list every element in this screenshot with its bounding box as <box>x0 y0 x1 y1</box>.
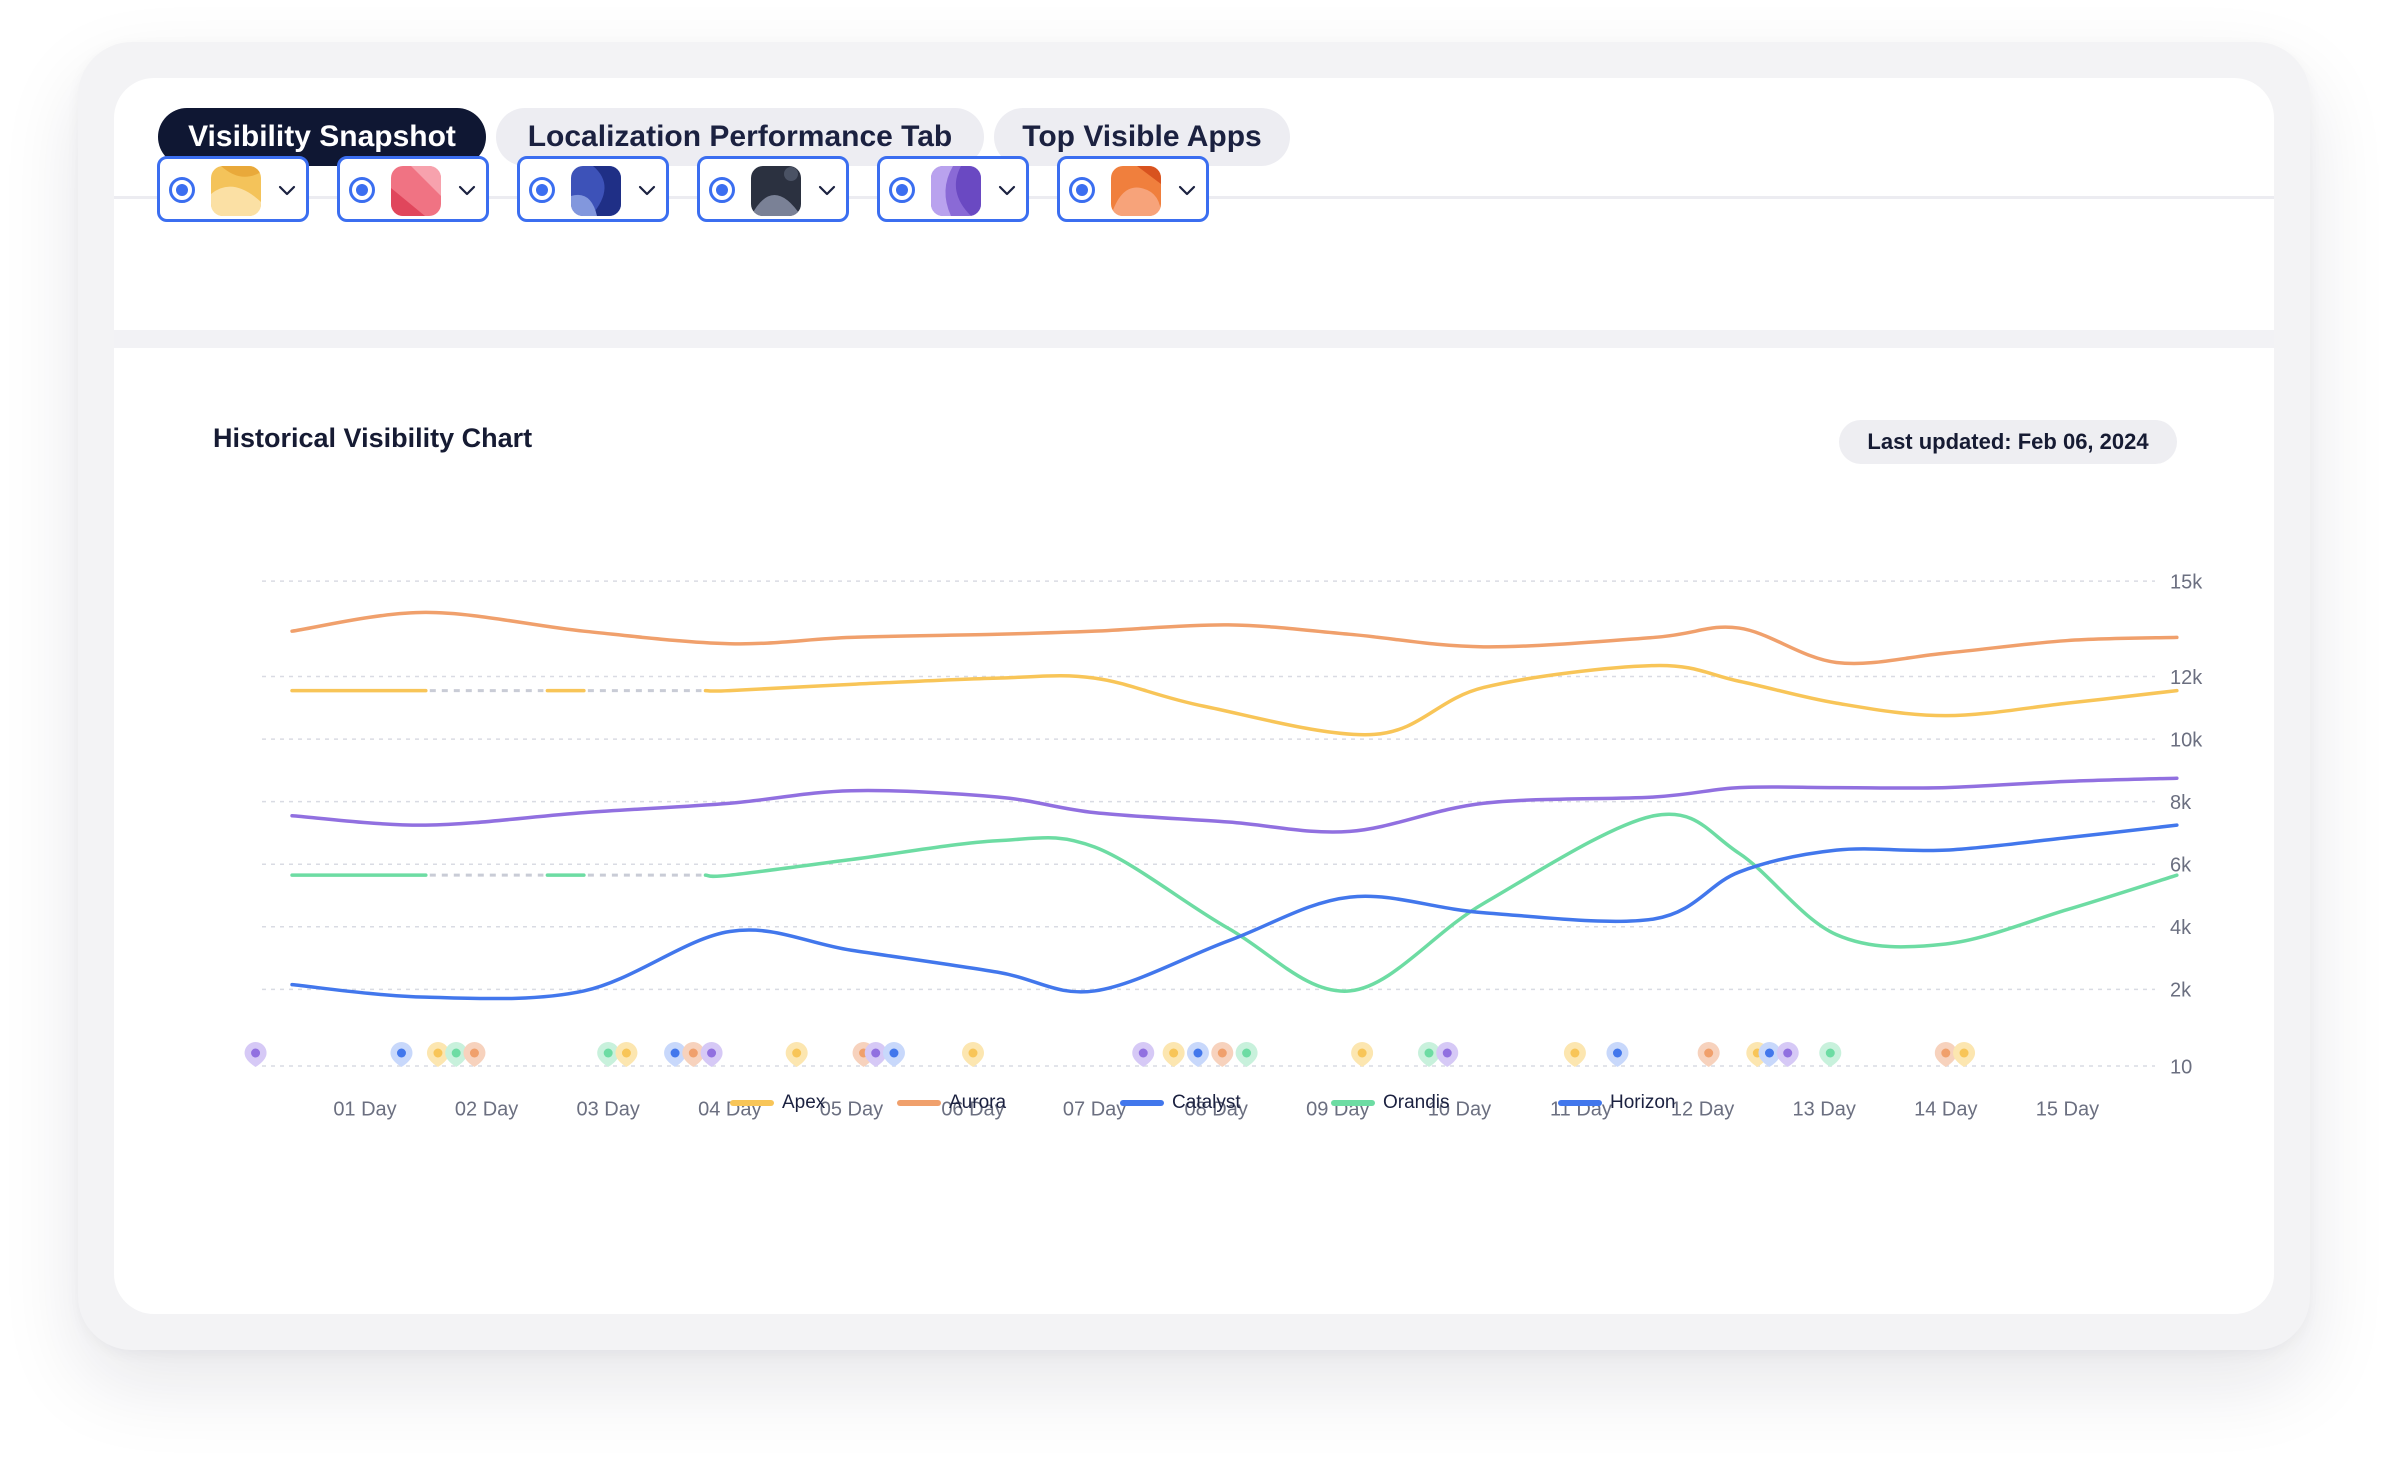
y-tick-label: 2k <box>2170 980 2192 1002</box>
radio-selected[interactable] <box>169 177 195 203</box>
x-tick-label: 13 Day <box>1793 1098 1856 1120</box>
event-marker-apex[interactable] <box>1953 1042 1976 1067</box>
legend-item-catalyst[interactable]: Catalyst <box>1120 1092 1241 1114</box>
x-tick-label: 14 Day <box>1914 1098 1977 1120</box>
legend-item-apex[interactable]: Apex <box>730 1092 825 1114</box>
app-icon-blue <box>571 166 621 216</box>
legend-swatch <box>897 1100 941 1106</box>
event-marker-horizon[interactable] <box>882 1042 905 1067</box>
event-marker-orandis[interactable] <box>1819 1042 1842 1067</box>
event-marker-aurora[interactable] <box>1211 1042 1234 1067</box>
app-icon-yellow <box>211 166 261 216</box>
event-marker-apex[interactable] <box>615 1042 638 1067</box>
chevron-down-icon[interactable] <box>997 180 1017 200</box>
chevron-down-icon[interactable] <box>277 180 297 200</box>
event-marker-catalyst[interactable] <box>864 1042 887 1067</box>
event-marker-aurora[interactable] <box>1934 1042 1957 1067</box>
event-marker-apex[interactable] <box>1351 1042 1374 1067</box>
y-tick-label: 12k <box>2170 667 2203 689</box>
event-marker-aurora[interactable] <box>463 1042 486 1067</box>
event-marker-horizon[interactable] <box>1606 1042 1629 1067</box>
radio-selected[interactable] <box>1069 177 1095 203</box>
event-marker-catalyst[interactable] <box>700 1041 723 1067</box>
app-icon-pink <box>391 166 441 216</box>
x-tick-label: 08 Day <box>1185 1098 1248 1120</box>
app-selector-6[interactable] <box>1057 156 1209 222</box>
y-tick-label: 4k <box>2170 917 2192 939</box>
radio-selected[interactable] <box>889 177 915 203</box>
legend-swatch <box>730 1100 774 1106</box>
legend-label: Orandis <box>1383 1092 1450 1113</box>
x-tick-label: 10 Day <box>1428 1098 1491 1120</box>
y-tick-label: 15k <box>2170 571 2203 593</box>
x-tick-label: 15 Day <box>2036 1098 2099 1120</box>
app-icon-orange <box>1111 166 1161 216</box>
event-marker-horizon[interactable] <box>664 1042 687 1067</box>
series-line-horizon <box>290 823 2179 1001</box>
radio-selected[interactable] <box>709 177 735 203</box>
event-marker-horizon[interactable] <box>1186 1042 1209 1067</box>
event-marker-apex[interactable] <box>962 1042 984 1067</box>
legend-label: Apex <box>782 1092 826 1113</box>
app-selector-1[interactable] <box>157 156 309 222</box>
series-line-orandis <box>703 812 2179 993</box>
event-marker-apex[interactable] <box>426 1042 449 1067</box>
event-marker-apex[interactable] <box>1563 1042 1586 1067</box>
legend-swatch <box>1120 1100 1164 1106</box>
chevron-down-icon[interactable] <box>637 180 657 200</box>
last-updated-badge: Last updated: Feb 06, 2024 <box>1839 420 2177 464</box>
legend-item-horizon[interactable]: Horizon <box>1558 1092 1675 1114</box>
event-marker-apex[interactable] <box>785 1042 808 1067</box>
legend-label: Horizon <box>1610 1092 1676 1113</box>
chevron-down-icon[interactable] <box>817 180 837 200</box>
x-tick-label: 06 Day <box>941 1098 1004 1120</box>
app-icon-purple <box>931 166 981 216</box>
event-marker-orandis[interactable] <box>445 1042 468 1067</box>
event-marker-orandis[interactable] <box>597 1042 620 1067</box>
event-marker-horizon[interactable] <box>1758 1042 1781 1067</box>
app-selector-5[interactable] <box>877 156 1029 222</box>
event-marker-catalyst[interactable] <box>244 1042 267 1067</box>
x-tick-label: 05 Day <box>820 1098 883 1120</box>
y-tick-label: 10k <box>2170 729 2203 751</box>
chevron-down-icon[interactable] <box>457 180 477 200</box>
series-line-apex <box>703 663 2179 737</box>
section-divider <box>114 330 2274 348</box>
legend-label: Catalyst <box>1172 1092 1241 1113</box>
series-line-aurora <box>290 610 2179 666</box>
app-selector-3[interactable] <box>517 156 669 222</box>
app-selector-2[interactable] <box>337 156 489 222</box>
event-marker-catalyst[interactable] <box>1436 1042 1459 1067</box>
event-marker-orandis[interactable] <box>1418 1042 1440 1067</box>
x-tick-label: 12 Day <box>1671 1098 1734 1120</box>
event-marker-aurora[interactable] <box>1697 1042 1720 1067</box>
x-tick-label: 03 Day <box>577 1098 640 1120</box>
event-marker-apex[interactable] <box>1162 1042 1185 1067</box>
radio-selected[interactable] <box>349 177 375 203</box>
legend-item-orandis[interactable]: Orandis <box>1331 1092 1450 1114</box>
event-marker-horizon[interactable] <box>390 1042 413 1067</box>
y-tick-label: 8k <box>2170 792 2192 814</box>
app-icon-dark <box>751 166 801 216</box>
y-tick-label: 10 <box>2170 1056 2192 1078</box>
x-tick-label: 07 Day <box>1063 1098 1126 1120</box>
legend-item-aurora[interactable]: Aurora <box>897 1092 1006 1114</box>
legend-swatch <box>1558 1100 1602 1106</box>
chart-title: Historical Visibility Chart <box>213 423 533 453</box>
y-tick-label: 6k <box>2170 855 2192 877</box>
x-tick-label: 01 Day <box>333 1098 396 1120</box>
radio-selected[interactable] <box>529 177 555 203</box>
event-marker-orandis[interactable] <box>1235 1042 1258 1067</box>
legend-swatch <box>1331 1100 1375 1106</box>
event-marker-catalyst[interactable] <box>1776 1042 1799 1067</box>
app-selector-4[interactable] <box>697 156 849 222</box>
x-tick-label: 02 Day <box>455 1098 518 1120</box>
chevron-down-icon[interactable] <box>1177 180 1197 200</box>
legend-label: Aurora <box>949 1092 1007 1113</box>
series-line-catalyst <box>290 776 2179 834</box>
event-marker-catalyst[interactable] <box>1132 1042 1155 1067</box>
event-marker-aurora[interactable] <box>682 1041 705 1067</box>
